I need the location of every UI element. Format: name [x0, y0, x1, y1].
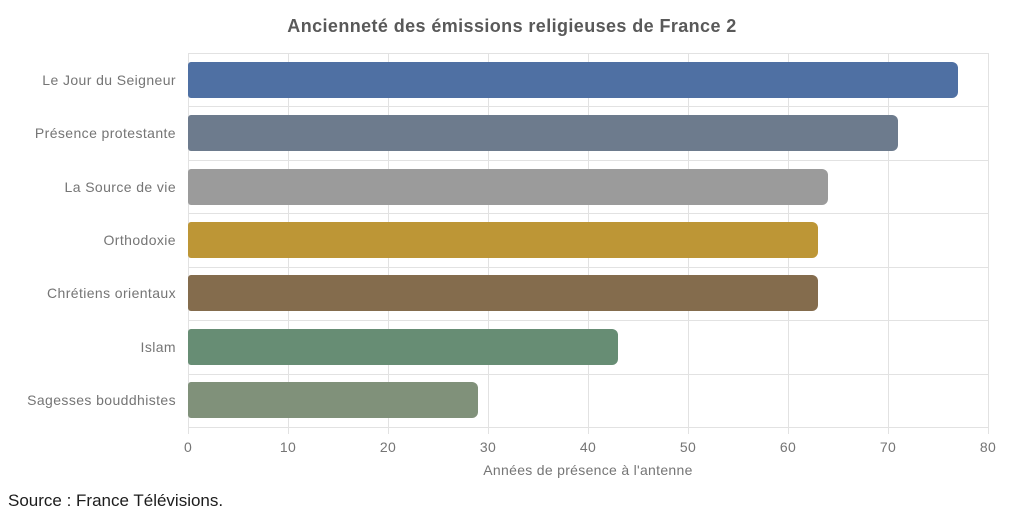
y-axis-label: Le Jour du Seigneur [42, 71, 176, 88]
x-tick-label: 60 [779, 439, 797, 455]
gridline-horizontal [188, 320, 988, 322]
y-axis-label: La Source de vie [64, 178, 176, 195]
x-tick-label: 80 [979, 439, 997, 455]
x-axis-title: Années de présence à l'antenne [483, 462, 693, 478]
bar [188, 115, 898, 152]
source-note: Source : France Télévisions. [8, 491, 224, 510]
gridline-horizontal [188, 159, 988, 161]
y-axis-label: Orthodoxie [103, 231, 176, 248]
bar [188, 168, 828, 205]
chart-title: Ancienneté des émissions religieuses de … [287, 16, 737, 36]
bar [188, 61, 958, 98]
gridline-horizontal [188, 266, 988, 268]
x-tick-label: 70 [879, 439, 897, 455]
gridline-vertical [888, 53, 889, 434]
bar [188, 222, 818, 258]
gridline-horizontal [188, 427, 988, 428]
y-axis-label: Chrétiens orientaux [47, 285, 176, 302]
plot-area [188, 53, 989, 434]
gridline-horizontal [188, 106, 988, 108]
x-tick-label: 40 [579, 439, 597, 455]
x-tick-label: 10 [279, 439, 297, 455]
x-tick-label: 0 [183, 439, 193, 455]
gridline-horizontal [188, 373, 988, 375]
x-tick-label: 50 [679, 439, 697, 455]
gridline-vertical [988, 53, 989, 434]
gridline-horizontal [188, 213, 988, 215]
bar [188, 275, 818, 312]
y-axis-label: Présence protestante [34, 125, 176, 142]
x-tick-label: 30 [479, 439, 497, 455]
x-tick-label: 20 [379, 439, 397, 455]
y-axis-label: Sagesses bouddhistes [27, 392, 176, 409]
bar [188, 328, 618, 365]
bar [188, 382, 478, 419]
gridline-horizontal [188, 53, 988, 54]
y-axis-label: Islam [140, 338, 176, 355]
